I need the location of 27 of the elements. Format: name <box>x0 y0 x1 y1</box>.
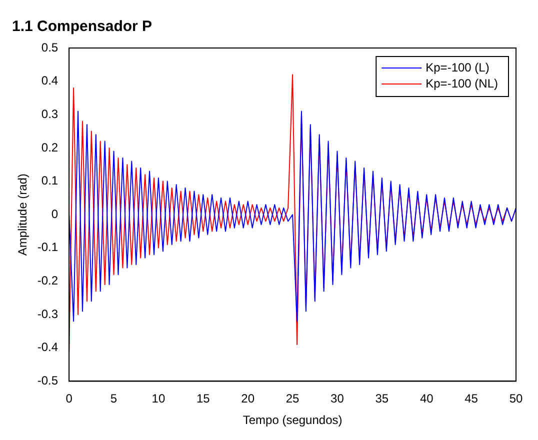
x-axis-title: Tempo (segundos) <box>242 413 342 428</box>
y-tick-label: -0.4 <box>37 340 58 354</box>
y-tick-label: 0 <box>51 206 58 221</box>
y-axis-title: Amplitude (rad) <box>16 174 30 256</box>
x-tick-label: 20 <box>241 392 255 406</box>
y-tick-label: -0.1 <box>37 240 58 254</box>
x-tick-label: 15 <box>196 392 210 406</box>
x-tick-label: 50 <box>509 392 523 406</box>
x-tick-label: 45 <box>464 392 478 406</box>
y-tick-label: -0.3 <box>37 306 58 321</box>
x-tick-label: 35 <box>375 392 389 406</box>
x-tick-label: 10 <box>152 392 166 406</box>
y-tick-label: 0.4 <box>41 74 58 88</box>
x-tick-label: 40 <box>420 392 434 406</box>
y-tick-label: 0.2 <box>41 140 58 154</box>
y-tick-label: -0.5 <box>37 374 58 388</box>
y-tick-label: 0.5 <box>41 40 58 54</box>
y-tick-label: -0.2 <box>37 274 58 288</box>
legend-label: Kp=-100 (NL) <box>426 76 498 90</box>
x-tick-label: 0 <box>66 392 73 406</box>
chart-title: 1.1 Compensador P <box>12 18 152 36</box>
y-tick-label: 0.3 <box>41 106 58 121</box>
y-tick-label: 0.1 <box>41 174 58 188</box>
x-tick-label: 5 <box>110 392 118 406</box>
x-tick-label: 25 <box>286 392 300 406</box>
legend-label: Kp=-100 (L) <box>426 60 490 74</box>
x-tick-label: 30 <box>330 392 344 406</box>
